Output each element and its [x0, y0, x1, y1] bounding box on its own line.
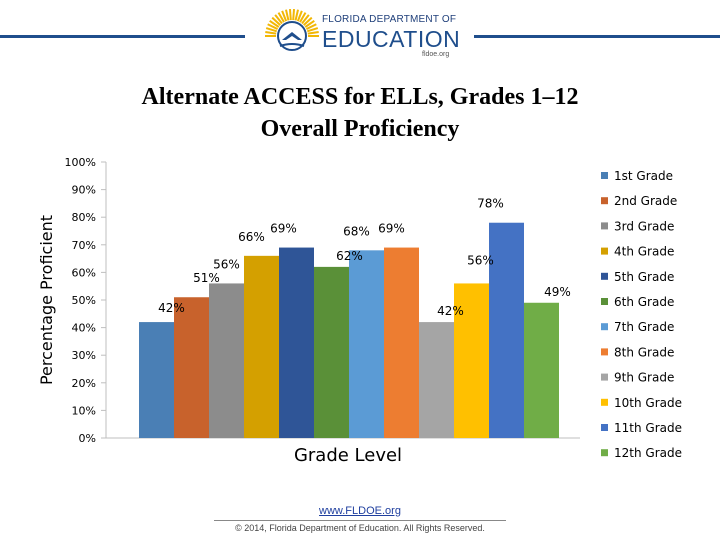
- y-tick-label: 90%: [72, 184, 96, 197]
- bar-10th-grade: [454, 283, 489, 438]
- footer-divider: [214, 520, 506, 521]
- legend-swatch: [601, 197, 608, 205]
- y-tick-label: 70%: [72, 239, 96, 252]
- legend-label: 4th Grade: [614, 245, 674, 259]
- bar-value-label: 42%: [158, 301, 185, 315]
- bar-1st-grade: [139, 322, 174, 438]
- chart-subtitle: Overall Proficiency: [260, 116, 460, 142]
- legend-label: 6th Grade: [614, 295, 674, 309]
- legend-swatch: [601, 323, 608, 331]
- legend-label: 1st Grade: [614, 169, 673, 183]
- header-rule-left: [0, 35, 245, 38]
- y-tick-label: 20%: [72, 377, 96, 390]
- legend-swatch: [601, 424, 608, 431]
- bar-4th-grade: [244, 255, 279, 438]
- bar-value-label: 66%: [238, 230, 265, 244]
- bar-2nd-grade: [174, 297, 209, 438]
- logo-department-text: EDUCATION: [322, 26, 461, 52]
- y-tick-label: 10%: [72, 404, 96, 417]
- bar-12th-grade: [524, 302, 559, 438]
- bar-9th-grade: [419, 322, 454, 438]
- bar-value-label: 69%: [270, 222, 297, 236]
- bar-value-label: 56%: [213, 257, 240, 271]
- bar-value-label: 69%: [378, 222, 405, 236]
- legend-label: 11th Grade: [614, 421, 682, 435]
- fldoe-logo: FLORIDA DEPARTMENT OF EDUCATION fldoe.or…: [262, 6, 462, 62]
- logo-state-text: FLORIDA DEPARTMENT OF: [322, 14, 457, 25]
- bar-3rd-grade: [209, 283, 244, 438]
- legend-label: 8th Grade: [614, 345, 674, 359]
- chart-title: Alternate ACCESS for ELLs, Grades 1–12: [141, 84, 579, 110]
- y-tick-label: 0%: [79, 432, 96, 445]
- legend-label: 9th Grade: [614, 371, 674, 385]
- bar-11th-grade: [489, 222, 524, 438]
- y-tick-label: 30%: [72, 349, 96, 362]
- legend-label: 2nd Grade: [614, 194, 677, 208]
- header-rule-right: [474, 35, 720, 38]
- legend-swatch: [601, 272, 608, 280]
- legend-swatch: [601, 172, 608, 179]
- y-tick-label: 50%: [72, 294, 96, 307]
- x-axis-label: Grade Level: [294, 445, 402, 466]
- legend-label: 10th Grade: [614, 396, 682, 410]
- legend-swatch: [601, 348, 608, 356]
- fldoe-link[interactable]: www.FLDOE.org: [319, 505, 401, 517]
- legend-swatch: [601, 449, 608, 457]
- bar-value-label: 56%: [467, 253, 494, 267]
- legend-label: 12th Grade: [614, 446, 682, 460]
- legend-swatch: [601, 398, 608, 406]
- legend-label: 3rd Grade: [614, 219, 674, 233]
- bar-value-label: 51%: [193, 271, 220, 285]
- bar-6th-grade: [314, 266, 349, 438]
- bar-5th-grade: [279, 247, 314, 438]
- sunburst-icon: [265, 9, 319, 51]
- legend-swatch: [601, 222, 608, 230]
- bar-value-label: 42%: [437, 304, 464, 318]
- bar-value-label: 49%: [544, 285, 571, 299]
- y-tick-label: 80%: [72, 211, 96, 224]
- y-tick-label: 40%: [72, 322, 96, 335]
- copyright-text: © 2014, Florida Department of Education.…: [235, 523, 485, 533]
- legend-label: 5th Grade: [614, 270, 674, 284]
- legend-swatch: [601, 298, 608, 305]
- bar-value-label: 78%: [477, 197, 504, 211]
- bar-value-label: 62%: [336, 249, 363, 263]
- bar-8th-grade: [384, 247, 419, 438]
- bar-value-label: 68%: [343, 224, 370, 238]
- y-tick-label: 60%: [72, 266, 96, 279]
- legend-swatch: [601, 373, 608, 381]
- legend-label: 7th Grade: [614, 320, 674, 334]
- legend-swatch: [601, 247, 608, 255]
- bar-7th-grade: [349, 250, 384, 438]
- y-tick-label: 100%: [65, 156, 96, 169]
- logo-site-text: fldoe.org: [422, 51, 450, 58]
- y-axis-label: Percentage Proficient: [37, 215, 56, 385]
